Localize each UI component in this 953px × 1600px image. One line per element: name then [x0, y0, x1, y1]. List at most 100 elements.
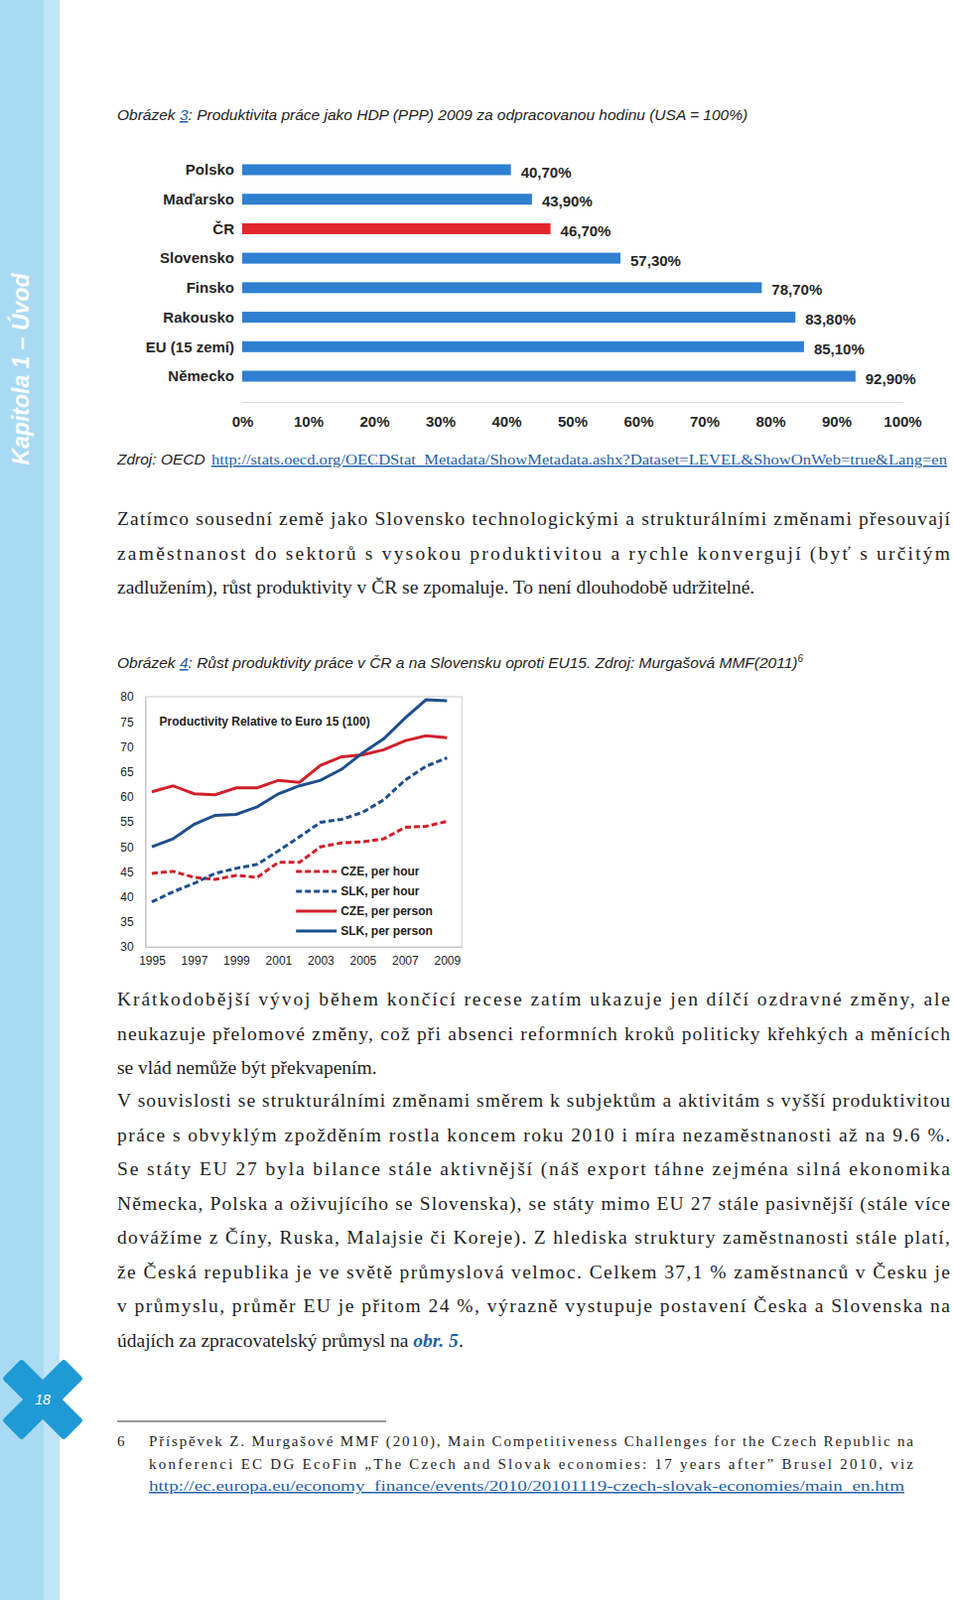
category-label: Slovensko — [159, 249, 235, 267]
bar — [242, 223, 551, 235]
bar — [242, 193, 533, 205]
tick: 2009 — [433, 947, 461, 968]
badge-shape — [1, 1359, 84, 1441]
page: Kapitola 1 – Úvod18Obrázek 3: Produktivi… — [0, 0, 953, 1600]
tick-label: 60% — [623, 412, 654, 430]
chart-title: Productivity Relative to Euro 15 (100) — [159, 714, 371, 729]
bars — [242, 164, 856, 383]
tick: 90% — [821, 402, 852, 430]
tick: 50 — [120, 840, 145, 855]
data-label: 85,10% — [814, 340, 865, 358]
paragraph-line: V souvislosti se strukturálními změnami … — [117, 1089, 951, 1111]
caption-text: : Produktivita práce jako HDP (PPP) 2009… — [188, 106, 749, 124]
page-number: 18 — [34, 1391, 51, 1408]
paragraph-line: zaměstnanost do sektorů s vysokou produk… — [117, 543, 951, 565]
legend-entry: SLK, per person — [340, 924, 433, 939]
category-label: ČR — [212, 220, 235, 238]
category-label: Finsko — [186, 278, 235, 296]
tick-label: 2005 — [350, 953, 378, 968]
category-label: Německo — [167, 367, 235, 385]
tick-label: 80% — [755, 412, 786, 430]
bar — [242, 311, 796, 323]
x-axis: 19951997199920012003200520072009 — [138, 947, 463, 968]
value-axis: 0%10%20%30%40%50%60%70%80%90%100% — [232, 402, 923, 430]
tick-label: 100% — [883, 412, 922, 430]
tick-label: 50 — [120, 840, 135, 855]
footnote-link: http://ec.europa.eu/economy_finance/even… — [148, 1478, 905, 1495]
legend-entry: CZE, per person — [340, 904, 433, 919]
series-line — [151, 757, 447, 902]
tick-label: 2001 — [266, 953, 293, 968]
tick-label: 1997 — [181, 953, 209, 968]
source-link: http://stats.oecd.org/OECDStat_Metadata/… — [211, 451, 949, 468]
tick: Maďarsko — [162, 190, 235, 208]
paragraph-line: v průmyslu, průměr EU je přitom 24 %, vý… — [117, 1295, 951, 1317]
caption-prefix: Obrázek — [117, 106, 180, 124]
tick: 70% — [689, 402, 720, 430]
data-label: 78,70% — [771, 280, 822, 298]
caption-note: 6 — [797, 653, 804, 665]
tick-label: 90% — [821, 412, 852, 430]
data-label: 83,80% — [805, 310, 856, 328]
legend-swatch — [295, 870, 337, 874]
paragraph-line: se vlád nemůže být překvapením. — [117, 1057, 378, 1079]
footnote-line: konferenci EC DG EcoFin „The Czech and S… — [148, 1456, 914, 1473]
tick: 60 — [120, 790, 145, 805]
tick: EU (15 zemí) — [145, 338, 235, 356]
bar — [242, 253, 621, 265]
footnote-rule — [117, 1421, 387, 1423]
paragraph-line: neukazuje přelomové změny, což při absen… — [117, 1023, 951, 1045]
tick-label: 50% — [557, 412, 588, 430]
tick-label: 1995 — [138, 953, 166, 968]
sidebar-stripe — [43, 0, 60, 1600]
paragraph-line: údajích za zpracovatelský průmysl na obr… — [117, 1330, 464, 1352]
tick: 55 — [120, 815, 145, 829]
category-label: Polsko — [185, 160, 235, 178]
tick: Polsko — [185, 160, 235, 178]
legend-entry: SLK, per hour — [340, 884, 420, 899]
tick: 60% — [623, 402, 654, 430]
bar — [242, 164, 512, 176]
caption-text: : Růst produktivity práce v ČR a na Slov… — [188, 654, 799, 672]
tick-label: 70% — [689, 412, 720, 430]
tick-label: 2007 — [392, 953, 419, 968]
tick: 70 — [120, 740, 145, 755]
tick-label: 55 — [120, 815, 135, 829]
tick: Rakousko — [162, 308, 235, 326]
tick: 2007 — [392, 947, 419, 968]
sidebar-title: Kapitola 1 – Úvod — [6, 272, 34, 466]
tick-label: 45 — [120, 865, 135, 880]
data-label: 40,70% — [521, 163, 572, 181]
tick-label: 10% — [293, 412, 324, 430]
tick: Slovensko — [159, 249, 235, 267]
tick: Finsko — [186, 278, 235, 296]
footnote-line: Příspěvek Z. Murgašové MMF (2010), Main … — [148, 1433, 914, 1451]
tick-label: 30 — [120, 940, 135, 954]
tick: 40% — [491, 402, 522, 430]
sidebar-band — [0, 0, 60, 1600]
legend-swatch — [295, 890, 337, 894]
tick: 10% — [293, 402, 324, 430]
tick-label: 80 — [120, 689, 135, 704]
tick: 50% — [557, 402, 588, 430]
tick-label: 70 — [120, 740, 135, 755]
category-label: Maďarsko — [162, 190, 235, 208]
data-label: 43,90% — [542, 192, 593, 210]
legend-swatch — [295, 930, 337, 934]
paragraph-line: Krátkodobější vývoj během končící recese… — [117, 988, 951, 1010]
category-label: Rakousko — [162, 308, 235, 326]
tick-label: 75 — [120, 715, 135, 730]
tail-text: údajích za zpracovatelský průmysl na — [117, 1330, 413, 1352]
legend-entry: CZE, per hour — [340, 864, 420, 879]
lines — [151, 699, 447, 903]
legend: CZE, per hour SLK, per hour CZE, per perso… — [295, 864, 433, 939]
figure-source: Zdroj: OECD — [116, 450, 206, 468]
tick-label: 0% — [232, 412, 255, 430]
tick: 30 — [120, 940, 145, 954]
tick-label: 60 — [120, 790, 135, 805]
figure-ref: obr. 5 — [412, 1330, 459, 1352]
tick: 35 — [120, 915, 145, 930]
series-line — [151, 820, 447, 879]
tick: Německo — [167, 367, 235, 385]
figure-caption: Obrázek 4: Růst produktivity práce v ČR … — [117, 653, 804, 672]
